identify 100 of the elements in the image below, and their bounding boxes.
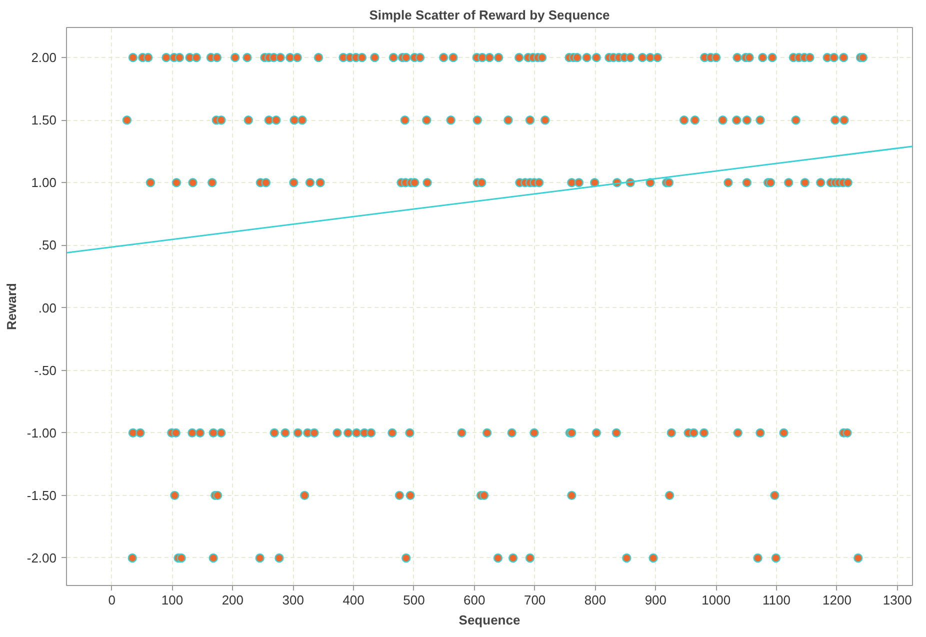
y-tick-label: .00 (38, 300, 57, 316)
point (756, 115, 765, 125)
x-tick-label: 1100 (762, 592, 791, 608)
point (171, 428, 180, 438)
point (525, 553, 535, 563)
point (388, 428, 397, 438)
y-tick-label: 1.50 (31, 112, 57, 128)
point (612, 428, 621, 438)
point (842, 428, 852, 438)
point (332, 428, 342, 438)
point (779, 428, 788, 438)
point (216, 115, 226, 125)
point (718, 115, 728, 125)
point (208, 178, 217, 188)
point (756, 428, 765, 438)
point (854, 553, 863, 563)
point (472, 115, 482, 125)
point (280, 428, 290, 438)
point (216, 428, 226, 438)
point (699, 428, 709, 438)
x-tick-label: 800 (584, 592, 606, 608)
point (343, 428, 353, 438)
point (840, 115, 849, 125)
point (791, 115, 800, 125)
point (255, 553, 264, 563)
point (592, 428, 602, 438)
x-tick-label: 700 (524, 592, 546, 608)
point (208, 553, 218, 563)
point (816, 178, 826, 188)
point (146, 178, 156, 188)
point (457, 428, 466, 438)
point (732, 115, 742, 125)
y-tick-label: 2.00 (31, 50, 57, 66)
point (771, 553, 781, 563)
point (504, 115, 513, 125)
point (508, 553, 518, 563)
point (405, 428, 414, 438)
point (567, 490, 576, 500)
point (176, 553, 186, 563)
x-tick-label: 1000 (702, 592, 731, 608)
point (170, 490, 180, 500)
point (400, 115, 410, 125)
point (402, 553, 411, 563)
point (800, 178, 810, 188)
point (316, 178, 325, 188)
x-tick-label: 0 (108, 592, 116, 608)
x-tick-label: 300 (282, 592, 304, 608)
point (724, 178, 733, 188)
point (493, 553, 503, 563)
x-tick-label: 100 (161, 592, 184, 608)
y-tick-label: -1.50 (26, 488, 57, 503)
y-tick-label: -2.00 (26, 550, 57, 566)
y-axis-title: Reward (4, 282, 19, 330)
point (188, 428, 197, 438)
point (482, 428, 492, 438)
point (172, 178, 182, 188)
x-tick-label: 1200 (822, 592, 852, 608)
point (272, 115, 281, 125)
point (270, 428, 279, 438)
point (679, 115, 689, 125)
point (208, 428, 218, 438)
point (540, 115, 550, 125)
y-tick-label: 1.00 (31, 175, 57, 190)
point (422, 178, 432, 188)
point (352, 428, 362, 438)
point (830, 115, 840, 125)
point (195, 428, 205, 438)
point (305, 178, 315, 188)
point (310, 428, 319, 438)
point (766, 178, 776, 188)
point (128, 553, 137, 563)
point (274, 553, 284, 563)
point (244, 115, 253, 125)
point (298, 115, 307, 125)
point (843, 178, 852, 188)
point (406, 490, 415, 500)
chart-title: Simple Scatter of Reward by Sequence (369, 8, 610, 22)
point (261, 178, 271, 188)
point (188, 178, 198, 188)
point (394, 490, 404, 500)
x-tick-label: 600 (464, 592, 486, 608)
x-tick-label: 900 (644, 592, 667, 608)
point (410, 178, 420, 188)
point (477, 178, 486, 188)
point (366, 428, 376, 438)
point (530, 428, 539, 438)
point (742, 178, 752, 188)
point (507, 428, 516, 438)
point (422, 115, 432, 125)
point (666, 428, 676, 438)
y-tick-label: -.50 (34, 362, 57, 378)
point (664, 178, 674, 188)
point (479, 490, 489, 500)
point (534, 178, 544, 188)
point (290, 115, 299, 125)
point (293, 428, 303, 438)
point (525, 115, 535, 125)
point (648, 553, 658, 563)
point (300, 490, 310, 500)
x-tick-label: 1300 (882, 592, 912, 608)
